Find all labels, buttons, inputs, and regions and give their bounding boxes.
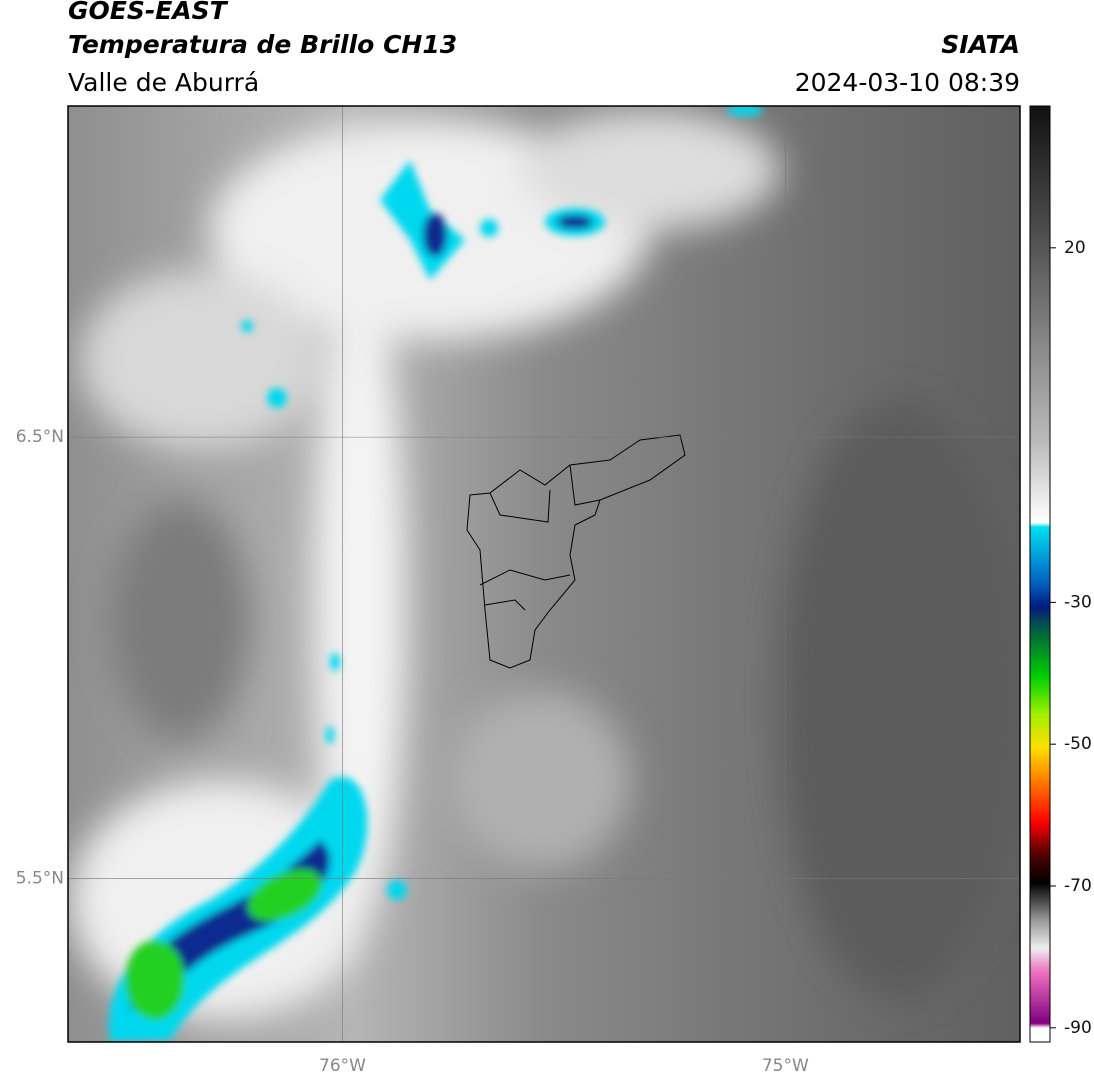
x-tick-label: 75°W (762, 1056, 809, 1076)
colorbar-tick-label: -70 (1064, 876, 1092, 896)
x-tick-label: 76°W (319, 1056, 366, 1076)
source: SIATA (941, 30, 1020, 59)
colorbar-tick-label: 20 (1064, 238, 1086, 258)
colorbar (1029, 105, 1051, 1043)
map-frame (67, 105, 1021, 1043)
subtitle: Temperatura de Brillo CH13 (68, 30, 457, 59)
title: GOES-EAST (68, 0, 229, 25)
municipality-boundaries (466, 434, 686, 669)
y-tick-label: 5.5°N (16, 869, 64, 889)
map (68, 106, 1020, 1042)
colorbar-tick-label: -50 (1064, 734, 1092, 754)
region: Valle de Aburrá (68, 68, 259, 97)
cloud-field (70, 110, 1020, 1020)
cold-tops (108, 106, 763, 1042)
colorbar-tick-label: -90 (1064, 1018, 1092, 1038)
datetime: 2024-03-10 08:39 (795, 68, 1020, 97)
y-tick-label: 6.5°N (16, 427, 64, 447)
colorbar-tick-label: -30 (1064, 592, 1092, 612)
